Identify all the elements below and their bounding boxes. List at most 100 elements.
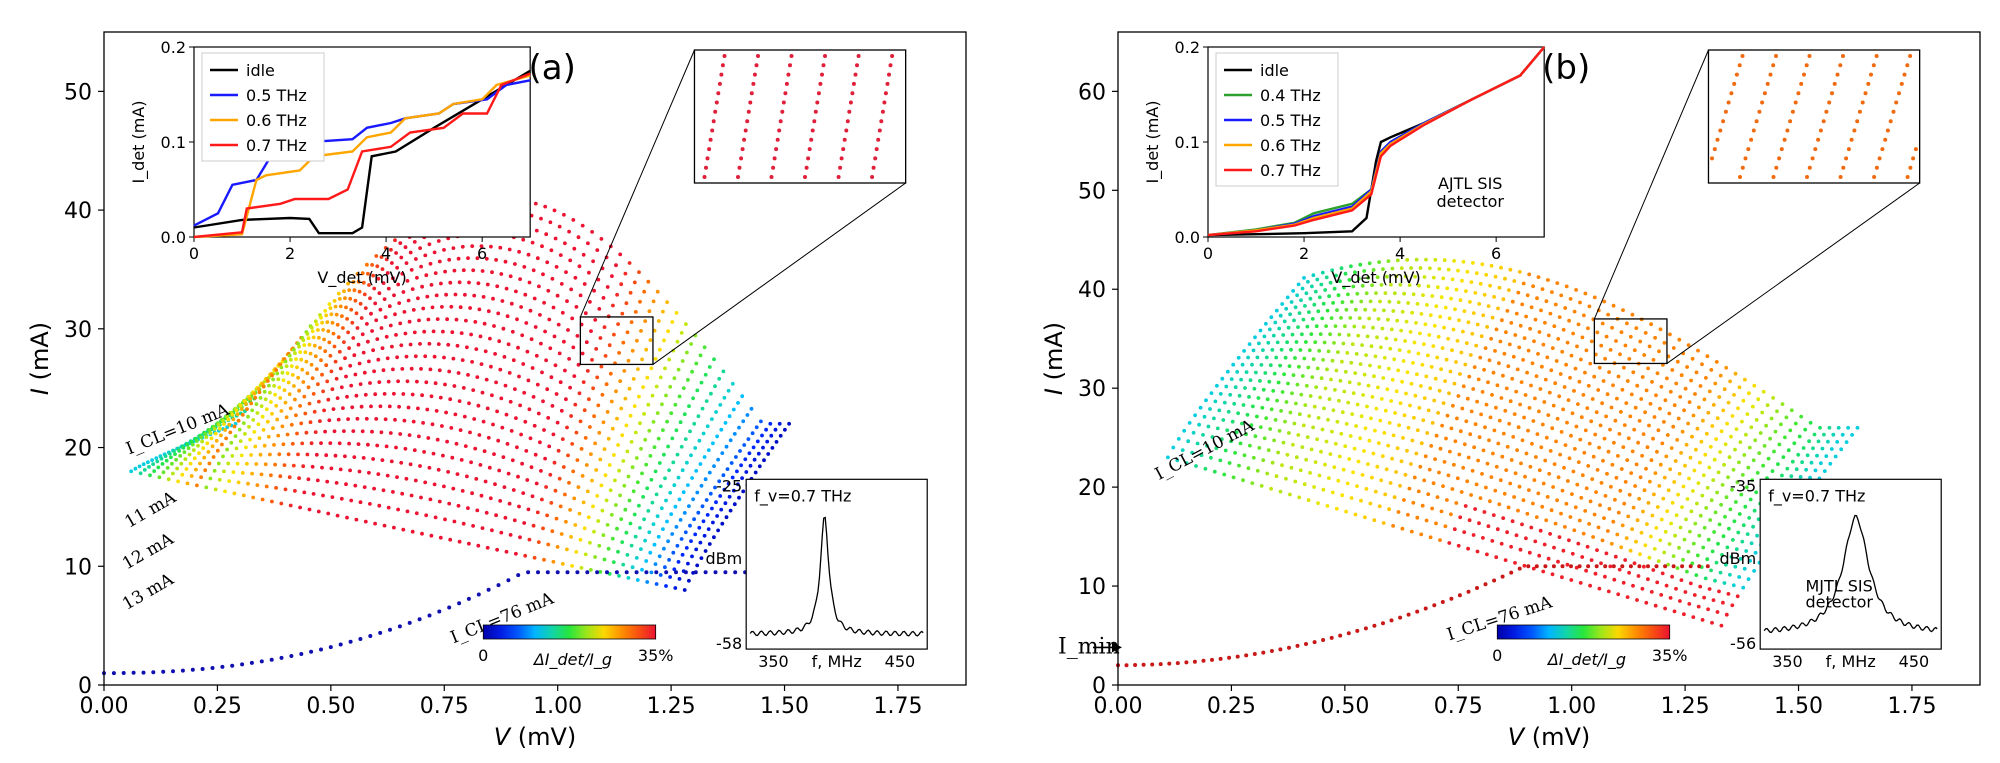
data-point <box>1205 443 1209 448</box>
data-point <box>619 517 624 521</box>
data-point <box>445 317 449 322</box>
data-point <box>417 318 421 323</box>
data-point <box>667 558 671 562</box>
data-point <box>1312 404 1317 409</box>
data-point <box>366 271 370 276</box>
data-point <box>1282 319 1287 324</box>
data-point <box>678 518 683 522</box>
data-point <box>1290 332 1295 337</box>
data-point <box>1828 461 1833 466</box>
data-point <box>664 570 669 575</box>
data-point <box>1311 273 1316 278</box>
data-point <box>1560 564 1565 569</box>
data-point <box>1612 577 1617 582</box>
data-point <box>461 521 466 526</box>
data-point <box>1722 581 1727 585</box>
data-point <box>688 429 692 434</box>
data-point <box>544 485 548 489</box>
iv-curve <box>654 419 763 586</box>
data-point <box>549 375 554 380</box>
data-point <box>1605 392 1610 397</box>
zoom-point <box>742 137 747 142</box>
data-point <box>469 460 473 465</box>
legend-label: 0.5 THz <box>246 86 307 105</box>
data-point <box>618 493 622 498</box>
data-point <box>1402 291 1407 296</box>
data-point <box>1643 543 1648 548</box>
data-point <box>1658 462 1663 467</box>
data-point <box>1549 368 1554 373</box>
data-point <box>1625 595 1630 599</box>
data-point <box>507 501 512 506</box>
data-point <box>1452 259 1456 263</box>
data-point <box>664 498 668 503</box>
data-point <box>530 494 535 499</box>
legend-label: idle <box>1260 61 1289 80</box>
data-point <box>390 344 394 349</box>
data-point <box>408 462 413 467</box>
data-point <box>283 487 288 492</box>
data-point <box>489 364 493 369</box>
data-point <box>1423 454 1428 459</box>
data-point <box>1746 577 1751 581</box>
iv-curve <box>288 238 397 508</box>
y-tick-label: 0 <box>78 674 92 699</box>
data-point <box>1187 421 1192 425</box>
data-point <box>182 450 187 454</box>
data-point <box>1626 436 1631 441</box>
data-point <box>1520 522 1524 527</box>
zoom-point <box>1774 54 1778 58</box>
data-point <box>1285 340 1289 345</box>
data-point <box>706 527 711 531</box>
data-point <box>747 451 752 456</box>
data-point <box>1697 564 1702 569</box>
data-point <box>289 364 294 368</box>
data-point <box>172 449 176 453</box>
data-point <box>704 399 709 403</box>
data-point <box>1487 438 1491 443</box>
data-point <box>279 655 284 660</box>
data-point <box>1715 490 1719 495</box>
zoom-point <box>1793 100 1798 105</box>
data-point <box>1581 393 1586 397</box>
data-point <box>1807 439 1811 444</box>
data-point <box>1266 340 1271 345</box>
data-point <box>338 467 343 472</box>
zoom-point <box>774 147 779 152</box>
data-point <box>629 320 634 324</box>
data-point <box>1711 478 1716 482</box>
data-point <box>382 523 387 528</box>
data-point <box>1244 432 1248 437</box>
zoom-point <box>804 165 809 170</box>
zoom-inset-frame <box>693 49 907 184</box>
data-point <box>371 273 375 278</box>
data-point <box>668 575 672 579</box>
imin-arrowhead <box>1112 642 1122 653</box>
zoom-point <box>1860 100 1865 105</box>
data-point <box>537 284 541 289</box>
data-point <box>228 430 233 435</box>
data-point <box>627 386 632 391</box>
data-point <box>355 416 360 421</box>
data-point <box>1691 541 1696 546</box>
data-point <box>1617 432 1622 436</box>
data-point <box>1720 483 1725 487</box>
inset-y-tick-label: 0.0 <box>161 228 186 247</box>
data-point <box>1320 270 1325 275</box>
data-point <box>347 288 352 292</box>
data-point <box>1382 308 1386 313</box>
data-point <box>1299 298 1303 303</box>
data-point <box>422 329 427 334</box>
data-point <box>1804 467 1808 472</box>
data-point <box>765 439 770 444</box>
data-point <box>1461 465 1466 470</box>
data-point <box>1829 447 1834 451</box>
data-point <box>1449 596 1454 601</box>
data-point <box>1367 261 1372 266</box>
data-point <box>426 436 431 440</box>
data-point <box>1254 370 1258 375</box>
data-point <box>545 260 550 265</box>
data-point <box>1277 429 1282 433</box>
data-point <box>533 452 538 457</box>
inset-x-tick-label: 0 <box>189 244 199 263</box>
